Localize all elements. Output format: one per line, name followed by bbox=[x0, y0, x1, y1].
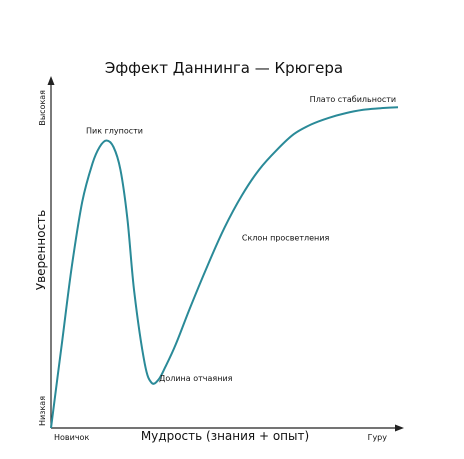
x-tick-label-guru: Гуру bbox=[368, 433, 388, 442]
x-tick-label-novice: Новичок bbox=[54, 433, 89, 442]
x-axis-label: Мудрость (знания + опыт) bbox=[141, 429, 309, 443]
chart-title: Эффект Даннинга — Крюгера bbox=[105, 59, 343, 77]
y-axis-arrow bbox=[47, 76, 55, 85]
confidence-curve bbox=[50, 106, 399, 429]
annotations: Пик глупости Долина отчаяния Склон просвет… bbox=[86, 95, 396, 383]
annotation-label: Пик глупости bbox=[86, 127, 143, 136]
annotation-label: Долина отчаяния bbox=[159, 374, 233, 383]
x-axis-arrow bbox=[395, 424, 404, 432]
annotation-label: Склон просветления bbox=[242, 234, 330, 243]
y-tick-label-low: Низкая bbox=[38, 396, 47, 426]
y-axis-label: Уверенность bbox=[34, 210, 48, 290]
annotation-label: Плато стабильности bbox=[310, 95, 396, 104]
y-tick-label-high: Высокая bbox=[38, 90, 47, 126]
